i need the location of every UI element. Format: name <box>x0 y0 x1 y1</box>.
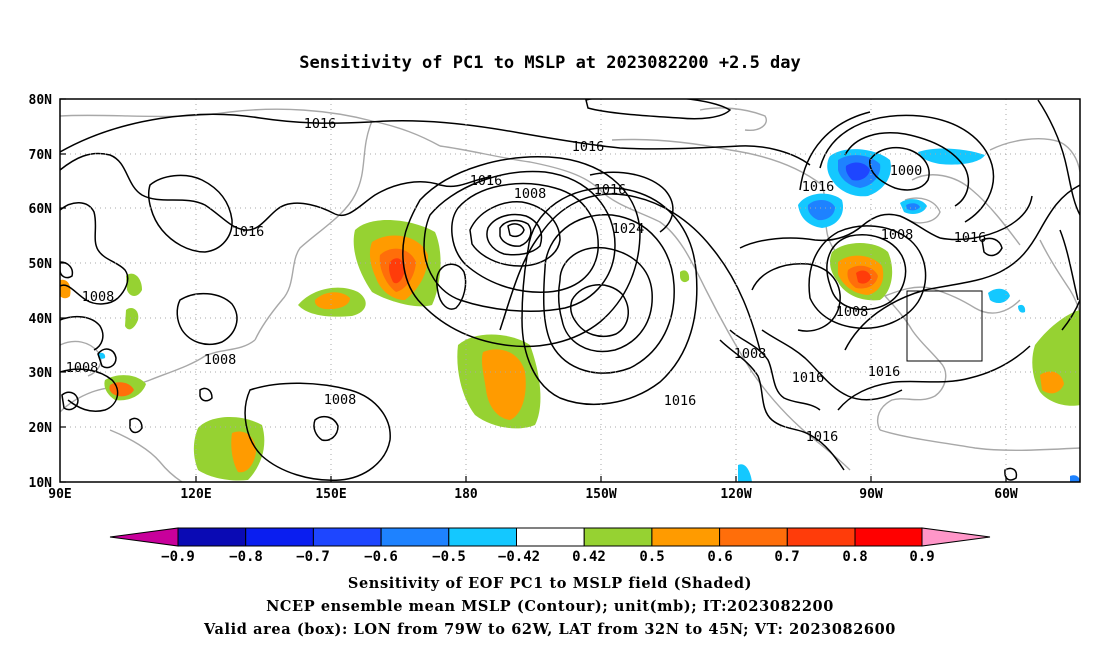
grid-lines <box>60 99 1080 482</box>
contour-labels: 1016 1016 1016 1016 1016 1016 1016 1016 … <box>66 116 987 445</box>
lon-label: 90E <box>48 487 71 502</box>
caption-line-3: Valid area (box): LON from 79W to 62W, L… <box>203 621 896 638</box>
colorbar-label: 0.42 <box>572 549 606 565</box>
map-frame <box>59 98 1081 483</box>
contour-label: 1016 <box>232 224 265 240</box>
contour-label: 1008 <box>734 346 767 362</box>
map-panel: 1016 1016 1016 1016 1016 1016 1016 1016 … <box>29 93 1081 502</box>
contour-label: 1008 <box>881 227 914 243</box>
contour-label: 1016 <box>792 370 825 386</box>
colorbar-box <box>245 527 314 547</box>
contour-label: 1016 <box>572 139 605 155</box>
lat-label: 20N <box>29 421 53 436</box>
colorbar: −0.9 −0.8 −0.7 −0.6 −0.5 −0.42 0.42 0.5 … <box>109 527 991 565</box>
sensitivity-shading <box>60 148 1080 482</box>
lat-label: 80N <box>29 93 53 108</box>
contour-label: 1016 <box>664 393 697 409</box>
longitude-labels: 90E 120E 150E 180 150W 120W 90W 60W <box>48 487 1018 502</box>
colorbar-label: −0.8 <box>229 549 263 565</box>
contour-label: 1016 <box>594 182 627 198</box>
figure-title: Sensitivity of PC1 to MSLP at 2023082200… <box>299 53 801 73</box>
colorbar-labels: −0.9 −0.8 −0.7 −0.6 −0.5 −0.42 0.42 0.5 … <box>161 549 935 565</box>
colorbar-label: −0.9 <box>161 549 195 565</box>
colorbar-label: −0.7 <box>296 549 330 565</box>
caption-line-1: Sensitivity of EOF PC1 to MSLP field (Sh… <box>348 575 752 592</box>
lat-label: 60N <box>29 202 53 217</box>
colorbar-label: 0.7 <box>774 549 799 565</box>
lon-label: 60W <box>994 487 1018 502</box>
lat-label: 70N <box>29 148 53 163</box>
colorbar-box <box>786 527 856 547</box>
coastlines <box>60 107 1080 482</box>
lat-label: 10N <box>29 476 53 491</box>
contour-label: 1008 <box>514 186 547 202</box>
lon-label: 180 <box>454 487 478 502</box>
colorbar-box <box>177 527 247 547</box>
contour-label: 1008 <box>82 289 115 305</box>
lat-label: 30N <box>29 366 53 381</box>
mslp-contours <box>60 99 1080 481</box>
colorbar-box <box>448 527 517 547</box>
colorbar-label: −0.6 <box>364 549 398 565</box>
colorbar-box <box>312 527 382 547</box>
contour-label: 1016 <box>470 173 503 189</box>
colorbar-left-triangle <box>109 527 179 547</box>
contour-label: 1000 <box>890 163 923 179</box>
contour-label: 1024 <box>612 221 645 237</box>
contour-label: 1008 <box>204 352 237 368</box>
colorbar-box <box>651 527 721 547</box>
valid-area-box <box>906 290 983 362</box>
colorbar-label: 0.5 <box>639 549 664 565</box>
colorbar-label: −0.42 <box>498 549 540 565</box>
colorbar-box <box>516 527 585 547</box>
colorbar-label: −0.5 <box>432 549 466 565</box>
contour-label: 1008 <box>324 392 357 408</box>
contour-label: 1016 <box>304 116 337 132</box>
lon-label: 150W <box>585 487 616 502</box>
lon-label: 120E <box>180 487 211 502</box>
colorbar-box <box>719 527 788 547</box>
colorbar-box <box>583 527 653 547</box>
colorbar-right-triangle <box>921 527 991 547</box>
figure-captions: Sensitivity of EOF PC1 to MSLP field (Sh… <box>203 575 896 638</box>
lon-label: 90W <box>859 487 883 502</box>
latitude-labels: 80N 70N 60N 50N 40N 30N 20N 10N <box>29 93 53 491</box>
axis-ticks <box>60 98 1007 483</box>
colorbar-label: 0.9 <box>909 549 934 565</box>
contour-label: 1016 <box>954 230 987 246</box>
lat-label: 40N <box>29 312 53 327</box>
colorbar-box <box>380 527 450 547</box>
contour-label: 1016 <box>802 179 835 195</box>
contour-label: 1008 <box>66 360 99 376</box>
lon-label: 120W <box>720 487 751 502</box>
colorbar-label: 0.6 <box>707 549 732 565</box>
colorbar-box <box>854 527 923 547</box>
contour-label: 1016 <box>868 364 901 380</box>
contour-label: 1016 <box>806 429 839 445</box>
lat-label: 50N <box>29 257 53 272</box>
caption-line-2: NCEP ensemble mean MSLP (Contour); unit(… <box>266 598 834 615</box>
contour-label: 1008 <box>836 304 869 320</box>
colorbar-label: 0.8 <box>842 549 867 565</box>
lon-label: 150E <box>315 487 346 502</box>
